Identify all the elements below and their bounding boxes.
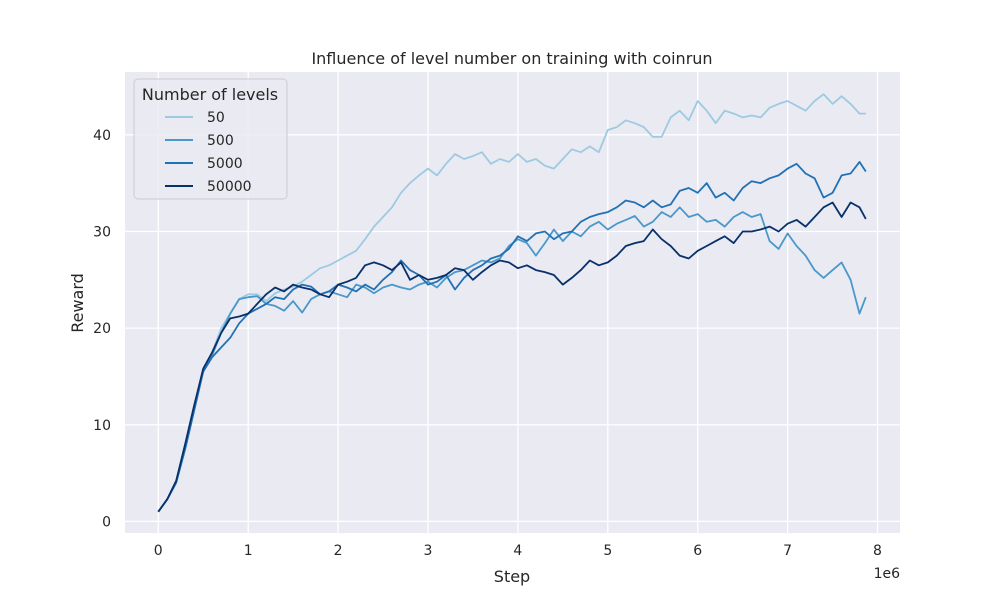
x-tick-label: 4	[513, 543, 522, 559]
x-tick-label: 2	[334, 543, 343, 559]
legend: Number of levels 50 500 5000 50000	[133, 78, 288, 200]
series-line-50	[157, 93, 866, 513]
series-line-50000	[157, 201, 867, 513]
x-tick-label: 1	[244, 543, 253, 559]
chart-title: Influence of level number on training wi…	[311, 49, 712, 68]
y-tick-label: 20	[93, 321, 111, 337]
y-tick-label: 0	[102, 514, 111, 530]
legend-box	[133, 78, 288, 200]
series-layer	[157, 93, 867, 513]
y-tick-label: 40	[93, 128, 111, 144]
y-tick-label: 10	[93, 418, 111, 434]
x-axis-exponent: 1e6	[874, 566, 901, 582]
legend-label-500: 500	[207, 133, 234, 149]
x-axis: 0 1 2 3 4 5 6 7 8	[154, 543, 882, 559]
x-tick-label: 8	[873, 543, 882, 559]
x-tick-label: 7	[783, 543, 792, 559]
legend-label-50000: 50000	[207, 179, 252, 195]
legend-label-5000: 5000	[207, 156, 243, 172]
legend-title: Number of levels	[142, 85, 278, 104]
series-line-5000	[157, 161, 867, 513]
x-tick-label: 5	[603, 543, 612, 559]
y-axis-title: Reward	[68, 273, 87, 333]
x-tick-label: 3	[424, 543, 433, 559]
y-axis: 0 10 20 30 40	[93, 128, 111, 531]
y-tick-label: 30	[93, 224, 111, 240]
x-tick-label: 6	[693, 543, 702, 559]
x-tick-label: 0	[154, 543, 163, 559]
grid-lines	[125, 72, 900, 533]
legend-label-50: 50	[207, 110, 225, 126]
x-axis-title: Step	[494, 567, 530, 586]
